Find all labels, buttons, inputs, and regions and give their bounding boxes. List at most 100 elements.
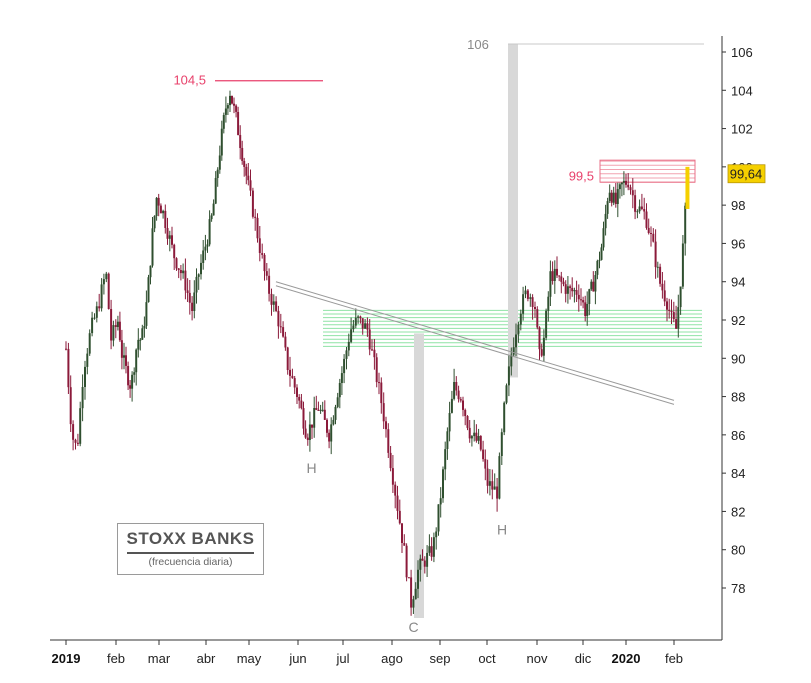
x-tick-label: abr: [197, 651, 216, 666]
candle-body: [149, 265, 152, 278]
candle-body: [405, 545, 408, 578]
candle-body: [618, 184, 621, 190]
candle-body: [500, 432, 503, 456]
candle-body: [407, 577, 410, 579]
candle-body: [175, 258, 178, 269]
candle-body: [371, 349, 373, 351]
candle-body: [120, 340, 123, 358]
candle-body: [91, 317, 94, 334]
candle-body: [590, 281, 593, 290]
y-tick-label: 90: [731, 351, 745, 366]
candle-body: [435, 531, 438, 538]
candle-body: [321, 409, 324, 411]
candle-body: [135, 349, 138, 373]
candle-body: [488, 481, 491, 486]
candle-body: [625, 180, 627, 185]
candle-body: [647, 227, 650, 233]
candle-body: [656, 266, 659, 268]
candle-body: [453, 382, 456, 399]
candle-body: [394, 484, 397, 496]
candle-body: [375, 357, 378, 383]
candle-body: [286, 347, 289, 370]
candle-body: [151, 228, 154, 266]
candle-body: [475, 432, 478, 441]
candle-body: [251, 190, 254, 217]
candle-body: [391, 468, 394, 485]
candle-body: [464, 409, 467, 416]
candle-body: [110, 309, 113, 341]
top-label-106: 106: [467, 37, 489, 52]
candle-body: [573, 290, 576, 292]
candle-body: [359, 316, 362, 319]
candle-body: [332, 419, 335, 425]
candle-body: [330, 424, 333, 442]
candle-body: [517, 324, 520, 335]
candle-body: [328, 432, 331, 442]
candle-body: [566, 286, 569, 294]
candle-body: [107, 273, 110, 309]
candle-body: [484, 459, 487, 469]
candle-body: [584, 302, 587, 316]
candle-body: [186, 290, 189, 293]
candle-body: [551, 271, 554, 281]
pattern-label-c: C: [409, 619, 419, 635]
candle-body: [352, 325, 355, 330]
candle-body: [652, 233, 655, 242]
candle-body: [74, 439, 77, 443]
candle-body: [442, 469, 444, 499]
candle-body: [145, 302, 148, 326]
candle-body: [188, 292, 191, 303]
candle-body: [218, 155, 221, 170]
candle-body: [594, 275, 597, 292]
candle-body: [536, 309, 539, 328]
candle-body: [663, 290, 666, 302]
candle-body: [681, 243, 684, 287]
candle-body: [306, 437, 309, 440]
candle-body: [127, 366, 130, 386]
candle-body: [507, 366, 510, 386]
candle-body: [93, 317, 96, 319]
y-tick-label: 82: [731, 504, 745, 519]
candle-body: [197, 274, 200, 277]
candle-body: [204, 246, 207, 251]
candle-body: [612, 192, 615, 203]
candle-body: [577, 294, 580, 300]
candle-body: [118, 321, 121, 341]
candle-body: [65, 348, 67, 350]
y-tick-label: 104: [731, 83, 753, 98]
candle-body: [462, 400, 464, 410]
candle-body: [277, 310, 280, 327]
candle-body: [470, 436, 473, 439]
candle-body: [645, 211, 648, 228]
candle-body: [679, 286, 682, 308]
candle-body: [608, 192, 611, 201]
candle-body: [125, 355, 127, 366]
candle-body: [298, 397, 301, 401]
candle-body: [396, 495, 399, 511]
candle-body: [468, 427, 471, 439]
candle-body: [569, 286, 572, 288]
y-tick-label: 80: [731, 543, 745, 558]
candle-body: [296, 387, 298, 397]
candle-body: [627, 184, 630, 188]
candle-body: [672, 312, 675, 319]
y-tick-label: 88: [731, 390, 745, 405]
candle-body: [477, 436, 480, 441]
candle-body: [382, 403, 385, 422]
candle-body: [423, 560, 426, 567]
candle-body: [432, 537, 435, 557]
candle-body: [114, 325, 117, 327]
candle-body: [549, 271, 552, 297]
candle-body: [157, 197, 160, 206]
candle-body: [588, 289, 591, 304]
candle-body: [387, 429, 390, 453]
candle-body: [265, 271, 268, 276]
candle-body: [159, 205, 162, 214]
candle-body: [247, 175, 250, 181]
candle-body: [614, 192, 617, 204]
x-tick-label: 2020: [612, 651, 641, 666]
candle-body: [604, 213, 607, 229]
candle-body: [300, 400, 303, 409]
candle-body: [446, 431, 449, 449]
